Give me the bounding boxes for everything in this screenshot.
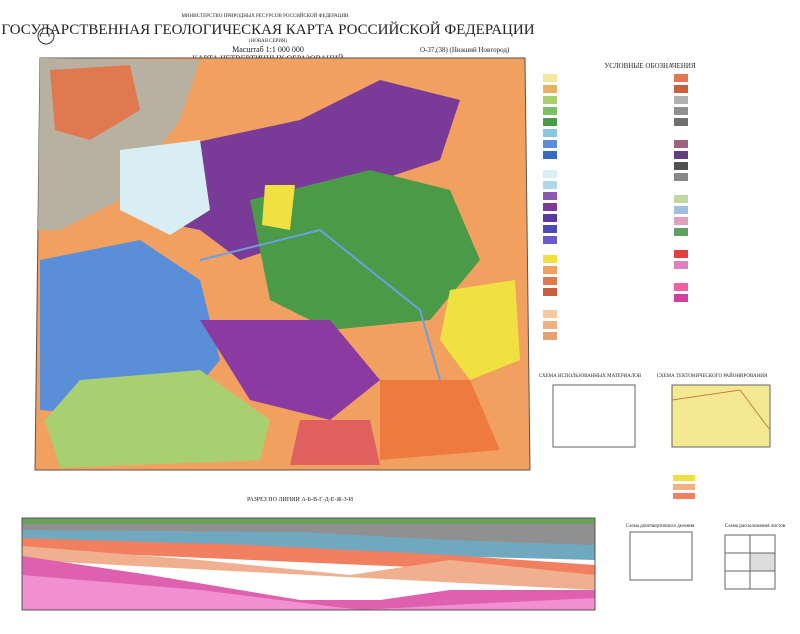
scheme-legend bbox=[673, 484, 695, 490]
scheme-title: Схема дочетвертичного деления bbox=[626, 524, 695, 529]
emblem bbox=[37, 27, 55, 45]
scheme-legend bbox=[673, 493, 695, 499]
scheme-box bbox=[671, 384, 771, 448]
scheme-title: СХЕМА ИСПОЛЬЗОВАННЫХ МАТЕРИАЛОВ bbox=[539, 374, 642, 379]
title: ГОСУДАРСТВЕННАЯ ГЕОЛОГИЧЕСКАЯ КАРТА РОСС… bbox=[1, 21, 534, 38]
scheme-box bbox=[629, 531, 693, 581]
scheme-title: СХЕМА ТЕКТОНИЧЕСКОГО РАЙОНИРОВАНИЯ bbox=[657, 373, 768, 379]
legend-swatches bbox=[543, 74, 688, 340]
sheet-grid bbox=[724, 534, 776, 590]
series: (НОВАЯ СЕРИЯ) bbox=[249, 39, 287, 44]
cross-section bbox=[21, 517, 596, 611]
legend-title: УСЛОВНЫЕ ОБОЗНАЧЕНИЯ bbox=[604, 62, 696, 70]
scheme-legend bbox=[673, 475, 695, 481]
map bbox=[34, 57, 531, 471]
section-title: РАЗРЕЗ ПО ЛИНИИ А-Б-В-Г-Д-Е-Ж-З-И bbox=[247, 497, 354, 503]
sheet: O-37,(38) (Нижний Новгород) bbox=[420, 46, 510, 54]
scale: Масштаб 1:1 000 000 bbox=[232, 45, 304, 54]
scheme-line bbox=[671, 389, 771, 431]
ministry: МИНИСТЕРСТВО ПРИРОДНЫХ РЕСУРСОВ РОССИЙСК… bbox=[181, 13, 348, 19]
scheme-title: Схема расположения листов bbox=[725, 524, 786, 529]
scheme-box bbox=[552, 384, 636, 448]
